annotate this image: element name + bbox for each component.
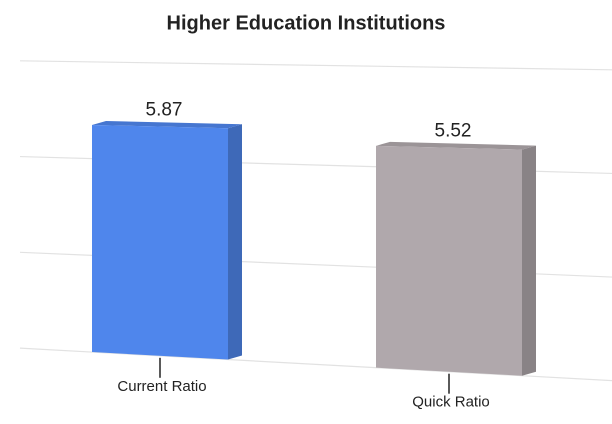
- bar-top: [376, 141, 536, 150]
- value-label: 5.87: [146, 100, 183, 121]
- chart-title: Higher Education Institutions: [167, 12, 446, 34]
- grid-line: [19, 347, 612, 382]
- bar: [92, 120, 242, 360]
- x-tick-label: Quick Ratio: [412, 394, 490, 411]
- bar-top: [92, 120, 242, 129]
- bar-side: [228, 124, 242, 360]
- bar-side: [522, 145, 536, 376]
- bar: [376, 141, 536, 376]
- x-tick-label: Current Ratio: [117, 378, 206, 395]
- value-label: 5.52: [435, 121, 472, 142]
- grid-line: [19, 60, 612, 71]
- bar-front: [92, 124, 228, 360]
- bar-front: [376, 145, 522, 376]
